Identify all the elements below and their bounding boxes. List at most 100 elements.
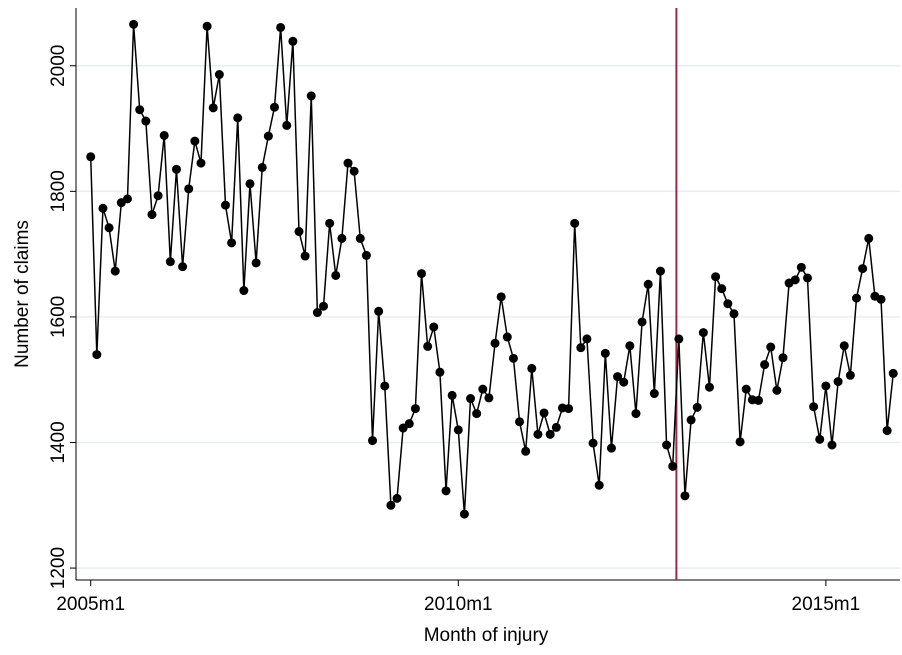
- y-tick-label: 1400: [48, 421, 69, 463]
- data-point: [637, 317, 647, 327]
- data-point: [178, 262, 188, 272]
- data-point: [576, 343, 586, 353]
- data-point: [233, 113, 243, 123]
- data-point: [606, 443, 616, 453]
- data-point: [368, 436, 378, 446]
- data-point: [711, 272, 721, 282]
- data-point: [459, 509, 469, 519]
- data-point: [239, 286, 249, 296]
- data-point: [429, 322, 439, 332]
- data-point: [129, 19, 139, 29]
- data-point: [331, 270, 341, 280]
- data-point: [165, 257, 175, 267]
- data-point: [643, 279, 653, 289]
- data-point: [864, 233, 874, 243]
- data-point: [796, 262, 806, 272]
- data-point: [374, 306, 384, 316]
- data-point: [680, 491, 690, 501]
- data-point: [294, 227, 304, 237]
- data-point: [423, 341, 433, 351]
- data-point: [490, 338, 500, 348]
- data-point: [122, 194, 132, 204]
- data-point: [392, 493, 402, 503]
- data-point: [582, 334, 592, 344]
- data-point: [466, 394, 476, 404]
- data-point: [551, 422, 561, 432]
- data-point: [649, 389, 659, 399]
- data-point: [196, 158, 206, 168]
- data-point: [190, 136, 200, 146]
- data-point: [306, 91, 316, 101]
- data-point: [337, 233, 347, 243]
- data-point: [588, 438, 598, 448]
- data-point: [349, 166, 359, 176]
- data-point: [686, 415, 696, 425]
- data-point: [92, 350, 102, 360]
- x-tick-label: 2015m1: [792, 594, 861, 615]
- data-point: [325, 218, 335, 228]
- data-point: [404, 419, 414, 429]
- data-point: [276, 22, 286, 32]
- data-point: [245, 179, 255, 189]
- data-point: [153, 191, 163, 201]
- data-point: [208, 103, 218, 113]
- x-tick-label: 2005m1: [56, 594, 125, 615]
- data-point: [159, 130, 169, 140]
- data-point: [833, 377, 843, 387]
- data-point: [312, 308, 322, 318]
- data-point: [478, 384, 488, 394]
- data-point: [888, 368, 898, 378]
- data-point: [704, 382, 714, 392]
- data-point: [515, 417, 525, 427]
- data-point: [674, 334, 684, 344]
- data-point: [508, 353, 518, 363]
- data-point: [625, 341, 635, 351]
- data-point: [319, 301, 329, 311]
- data-point: [227, 238, 237, 248]
- data-point: [729, 309, 739, 319]
- data-point: [802, 273, 812, 283]
- data-point: [202, 21, 212, 31]
- data-point: [355, 233, 365, 243]
- data-point: [380, 381, 390, 391]
- data-point: [852, 293, 862, 303]
- data-point: [815, 434, 825, 444]
- data-point: [220, 200, 230, 210]
- data-point: [741, 384, 751, 394]
- data-point: [472, 409, 482, 419]
- data-point: [839, 341, 849, 351]
- data-point: [502, 332, 512, 342]
- data-point: [545, 429, 555, 439]
- data-point: [214, 70, 224, 80]
- data-point: [790, 275, 800, 285]
- data-point: [343, 158, 353, 168]
- data-point: [141, 116, 151, 126]
- data-point: [668, 461, 678, 471]
- data-point: [760, 360, 770, 370]
- data-point: [98, 203, 108, 213]
- y-tick-label: 2000: [48, 45, 69, 87]
- data-point: [821, 381, 831, 391]
- data-point: [447, 390, 457, 400]
- data-point: [613, 372, 623, 382]
- data-point: [300, 251, 310, 261]
- data-point: [496, 292, 506, 302]
- data-point: [698, 328, 708, 338]
- data-point: [110, 266, 120, 276]
- y-tick-label: 1600: [48, 296, 69, 338]
- data-point: [662, 440, 672, 450]
- data-point: [631, 409, 641, 419]
- data-point: [619, 377, 629, 387]
- data-point: [135, 105, 145, 115]
- data-point: [288, 36, 298, 46]
- data-point: [539, 408, 549, 418]
- data-point: [410, 404, 420, 414]
- data-point: [692, 402, 702, 412]
- data-point: [386, 500, 396, 510]
- data-point: [858, 264, 868, 274]
- data-point: [845, 370, 855, 380]
- data-point: [882, 426, 892, 436]
- y-tick-label: 1200: [48, 547, 69, 589]
- data-point: [521, 446, 531, 456]
- data-point: [435, 367, 445, 377]
